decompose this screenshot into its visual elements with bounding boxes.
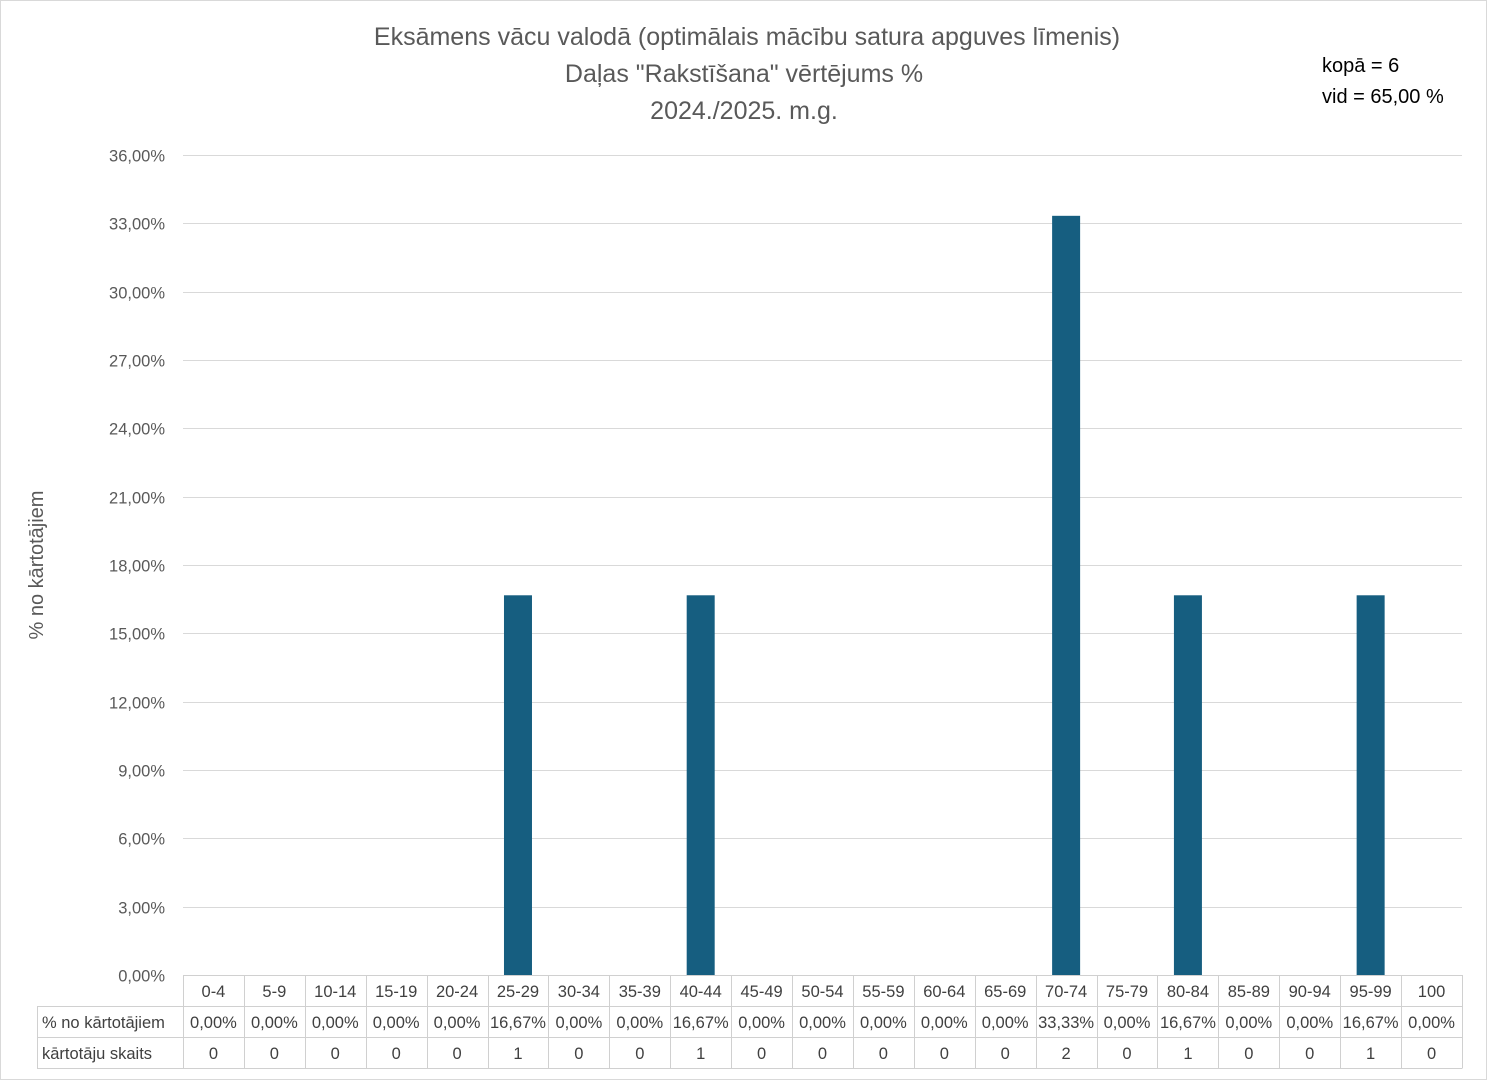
table-cell: 0 <box>757 1045 766 1063</box>
x-tick-label: 5-9 <box>262 983 286 1001</box>
annotation-average: vid = 65,00 % <box>1322 86 1444 108</box>
table-cell: 0,00% <box>190 1014 237 1032</box>
table-cell: 0,00% <box>1225 1014 1272 1032</box>
table-cell: 0,00% <box>799 1014 846 1032</box>
table-cell: 0,00% <box>616 1014 663 1032</box>
bar-40-44 <box>686 595 715 975</box>
table-cell: 0,00% <box>555 1014 602 1032</box>
y-tick-label: 33,00% <box>109 216 165 234</box>
table-cell: 0 <box>1244 1045 1253 1063</box>
table-cell: 0 <box>818 1045 827 1063</box>
bar-25-29 <box>503 595 532 975</box>
table-cell: 0 <box>1427 1045 1436 1063</box>
x-tick-label: 30-34 <box>558 983 600 1001</box>
x-tick-label: 60-64 <box>923 983 965 1001</box>
bars <box>503 215 1385 975</box>
table-cell: 0,00% <box>860 1014 907 1032</box>
y-tick-label: 6,00% <box>118 831 165 849</box>
table-cell: 0,00% <box>312 1014 359 1032</box>
table-cell: 0,00% <box>1286 1014 1333 1032</box>
y-tick-label: 3,00% <box>118 900 165 918</box>
table-cell: 16,67% <box>673 1014 729 1032</box>
bar-95-99 <box>1356 595 1385 975</box>
chart-title-line-2: Daļas "Rakstīšana" vērtējums % <box>565 60 923 88</box>
bar-70-74 <box>1052 215 1081 975</box>
x-tick-label: 45-49 <box>740 983 782 1001</box>
gridlines <box>183 155 1462 908</box>
y-tick-label: 21,00% <box>109 490 165 508</box>
y-tick-labels: 0,00% 3,00% 6,00% 9,00% 12,00% 15,00% 18,00% 21… <box>109 148 165 986</box>
chart-title-line-1: Eksāmens vācu valodā (optimālais mācību … <box>374 23 1120 51</box>
y-tick-label: 30,00% <box>109 285 165 303</box>
table-cell: 0 <box>392 1045 401 1063</box>
table-row-label: kārtotāju skaits <box>42 1045 152 1063</box>
chart-annotations: kopā = 6 vid = 65,00 % <box>1322 55 1444 108</box>
table-cell: 0,00% <box>982 1014 1029 1032</box>
y-tick-label: 36,00% <box>109 148 165 166</box>
x-tick-label: 15-19 <box>375 983 417 1001</box>
table-cell: 2 <box>1062 1045 1071 1063</box>
x-tick-label: 70-74 <box>1045 983 1087 1001</box>
table-cell: 16,67% <box>1160 1014 1216 1032</box>
table-cell: 0 <box>270 1045 279 1063</box>
x-tick-label: 90-94 <box>1289 983 1331 1001</box>
x-tick-label: 50-54 <box>801 983 843 1001</box>
x-tick-label: 85-89 <box>1228 983 1270 1001</box>
table-cell: 1 <box>696 1045 705 1063</box>
table-cell: 16,67% <box>490 1014 546 1032</box>
table-cell: 0,00% <box>921 1014 968 1032</box>
x-tick-label: 95-99 <box>1350 983 1392 1001</box>
table-cell: 16,67% <box>1343 1014 1399 1032</box>
y-tick-label: 18,00% <box>109 558 165 576</box>
chart-title: Eksāmens vācu valodā (optimālais mācību … <box>374 23 1120 125</box>
table-cell: 0 <box>879 1045 888 1063</box>
table-cell: 0 <box>574 1045 583 1063</box>
table-cell: 0,00% <box>738 1014 785 1032</box>
x-tick-label: 35-39 <box>619 983 661 1001</box>
y-tick-label: 15,00% <box>109 626 165 644</box>
x-tick-label: 0-4 <box>202 983 226 1001</box>
table-cell: 0 <box>1305 1045 1314 1063</box>
y-tick-label: 9,00% <box>118 763 165 781</box>
table-cell: 0 <box>635 1045 644 1063</box>
table-cell: 0,00% <box>434 1014 481 1032</box>
x-tick-label: 55-59 <box>862 983 904 1001</box>
table-cell: 0,00% <box>251 1014 298 1032</box>
x-tick-label: 25-29 <box>497 983 539 1001</box>
x-tick-label: 20-24 <box>436 983 478 1001</box>
y-tick-label: 24,00% <box>109 421 165 439</box>
table-cell: 1 <box>1366 1045 1375 1063</box>
table-cell: 0 <box>1122 1045 1131 1063</box>
y-axis-label: % no kārtotājiem <box>26 491 48 640</box>
table-cell: 1 <box>513 1045 522 1063</box>
bar-80-84 <box>1173 595 1202 975</box>
data-table: 0-4 5-9 10-14 15-19 20-24 25-29 30-34 35-39 40-4… <box>37 975 1463 1069</box>
y-tick-label: 0,00% <box>118 968 165 986</box>
annotation-total: kopā = 6 <box>1322 55 1399 77</box>
table-cell: 0 <box>331 1045 340 1063</box>
table-row-label: % no kārtotājiem <box>42 1014 165 1032</box>
table-cell: 0 <box>209 1045 218 1063</box>
table-cell: 1 <box>1183 1045 1192 1063</box>
x-tick-label: 10-14 <box>314 983 356 1001</box>
table-cell: 0,00% <box>1104 1014 1151 1032</box>
x-tick-label: 100 <box>1418 983 1446 1001</box>
table-cell: 0 <box>452 1045 461 1063</box>
table-cell: 33,33% <box>1038 1014 1094 1032</box>
x-tick-label: 80-84 <box>1167 983 1209 1001</box>
chart-title-line-3: 2024./2025. m.g. <box>650 97 838 125</box>
x-tick-label: 75-79 <box>1106 983 1148 1001</box>
table-cell: 0 <box>940 1045 949 1063</box>
y-tick-label: 12,00% <box>109 695 165 713</box>
y-tick-label: 27,00% <box>109 353 165 371</box>
table-cell: 0,00% <box>1408 1014 1455 1032</box>
table-cell: 0 <box>1001 1045 1010 1063</box>
x-tick-label: 65-69 <box>984 983 1026 1001</box>
table-cell: 0,00% <box>373 1014 420 1032</box>
x-tick-label: 40-44 <box>680 983 722 1001</box>
